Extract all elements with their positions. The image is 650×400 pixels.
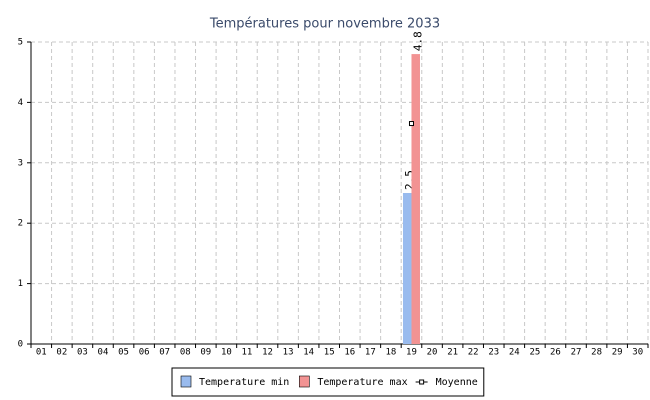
x-tick-label: 11 (242, 348, 253, 358)
x-tick-label: 06 (139, 348, 150, 358)
legend-box (171, 367, 485, 397)
legend-label: Moyenne (436, 377, 478, 388)
x-tick-label: 03 (77, 348, 88, 358)
x-tick-label: 21 (447, 348, 458, 358)
y-tick-label: 1 (18, 279, 23, 289)
x-tick-label: 28 (591, 348, 602, 358)
x-tick-label: 19 (406, 348, 417, 358)
x-tick-label: 01 (36, 348, 47, 358)
x-tick-label: 23 (488, 348, 499, 358)
legend-label: Temperature max (317, 377, 407, 388)
legend-swatch (299, 375, 310, 388)
x-tick-label: 14 (303, 348, 314, 358)
x-tick-label: 05 (118, 348, 129, 358)
line-marker (408, 121, 414, 127)
bar (411, 54, 420, 345)
x-tick-label: 08 (180, 348, 191, 358)
chart-title: Températures pour novembre 2033 (209, 17, 440, 32)
x-tick-label: 26 (550, 348, 561, 358)
x-tick-label: 07 (159, 348, 170, 358)
x-tick-label: 29 (612, 348, 623, 358)
y-tick-label: 0 (18, 340, 23, 350)
x-tick-label: 12 (262, 348, 273, 358)
y-tick-label: 2 (18, 219, 23, 229)
legend-swatch (419, 379, 425, 385)
x-tick-label: 22 (468, 348, 479, 358)
x-tick-label: 16 (344, 348, 355, 358)
bar (402, 193, 412, 344)
legend: Temperature min Temperature max Moyenne (171, 367, 485, 397)
data-label: 4.8 (412, 31, 425, 51)
legend-label: Temperature min (199, 377, 289, 388)
legend-swatch (180, 375, 192, 388)
x-tick-label: 25 (529, 348, 540, 358)
x-tick-label: 20 (427, 348, 438, 358)
x-tick-label: 24 (509, 348, 520, 358)
x-tick-label: 04 (98, 348, 109, 358)
x-tick-label: 17 (365, 348, 376, 358)
x-tick-label: 30 (632, 348, 643, 358)
x-tick-label: 27 (571, 348, 582, 358)
x-tick-label: 18 (385, 348, 396, 358)
x-tick-label: 13 (283, 348, 294, 358)
x-tick-label: 02 (56, 348, 67, 358)
x-tick-label: 09 (200, 348, 211, 358)
x-tick-label: 15 (324, 348, 335, 358)
y-tick-label: 5 (18, 38, 23, 48)
x-tick-label: 10 (221, 348, 232, 358)
y-tick-label: 3 (18, 158, 23, 168)
y-tick-label: 4 (18, 98, 23, 108)
